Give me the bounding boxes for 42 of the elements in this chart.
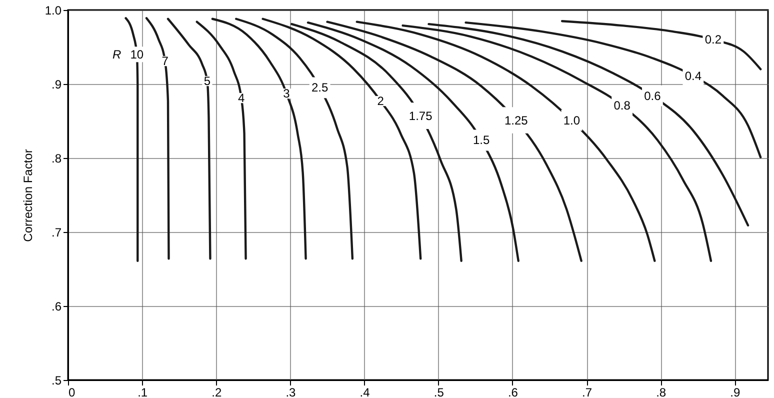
series-label: 2.5 — [312, 80, 329, 95]
x-tick-label: .4 — [360, 386, 370, 398]
y-tick-label: .6 — [51, 300, 62, 314]
series-label: 1.0 — [563, 113, 580, 128]
line-series — [235, 18, 354, 260]
series-label: 0.2 — [704, 32, 722, 47]
y-tick-label: .7 — [51, 226, 62, 240]
y-tick-label: .5 — [51, 374, 62, 388]
line-series — [145, 17, 170, 260]
annotation: R — [112, 47, 122, 62]
line-series — [196, 20, 247, 260]
series-label: 7 — [162, 54, 169, 68]
line-series — [290, 22, 462, 262]
series-label: 3 — [283, 86, 290, 101]
series-label: 10 — [130, 47, 144, 62]
series-label: 5 — [204, 74, 211, 88]
line-series — [326, 20, 582, 262]
line-series — [560, 20, 762, 70]
x-tick-label: .1 — [138, 386, 148, 398]
series-label: 4 — [238, 91, 245, 106]
series-label: 0.8 — [614, 98, 631, 112]
series-label: 2 — [377, 94, 384, 108]
line-series — [211, 18, 307, 260]
y-axis-title: Correction Factor — [20, 149, 35, 242]
series-label: 1.75 — [408, 108, 433, 123]
x-tick-label: .2 — [212, 386, 222, 398]
x-tick-label: .7 — [582, 386, 592, 398]
line-series — [464, 21, 762, 158]
x-tick-label: .9 — [730, 386, 740, 398]
y-tick-label: .9 — [51, 78, 62, 92]
x-tick-label: .6 — [508, 386, 518, 398]
x-tick-label: .3 — [286, 386, 296, 398]
series-label: 1.5 — [472, 133, 490, 148]
x-tick-label: .8 — [656, 386, 666, 398]
series-label: 0.6 — [644, 88, 662, 103]
series-label: 0.4 — [684, 68, 702, 83]
series-label: 1.25 — [504, 113, 528, 128]
y-tick-label: .8 — [51, 152, 62, 166]
x-tick-label: 0 — [68, 386, 76, 398]
line-series — [166, 18, 212, 260]
x-tick-label: .5 — [434, 386, 444, 398]
y-tick-label: 1.0 — [44, 4, 62, 18]
